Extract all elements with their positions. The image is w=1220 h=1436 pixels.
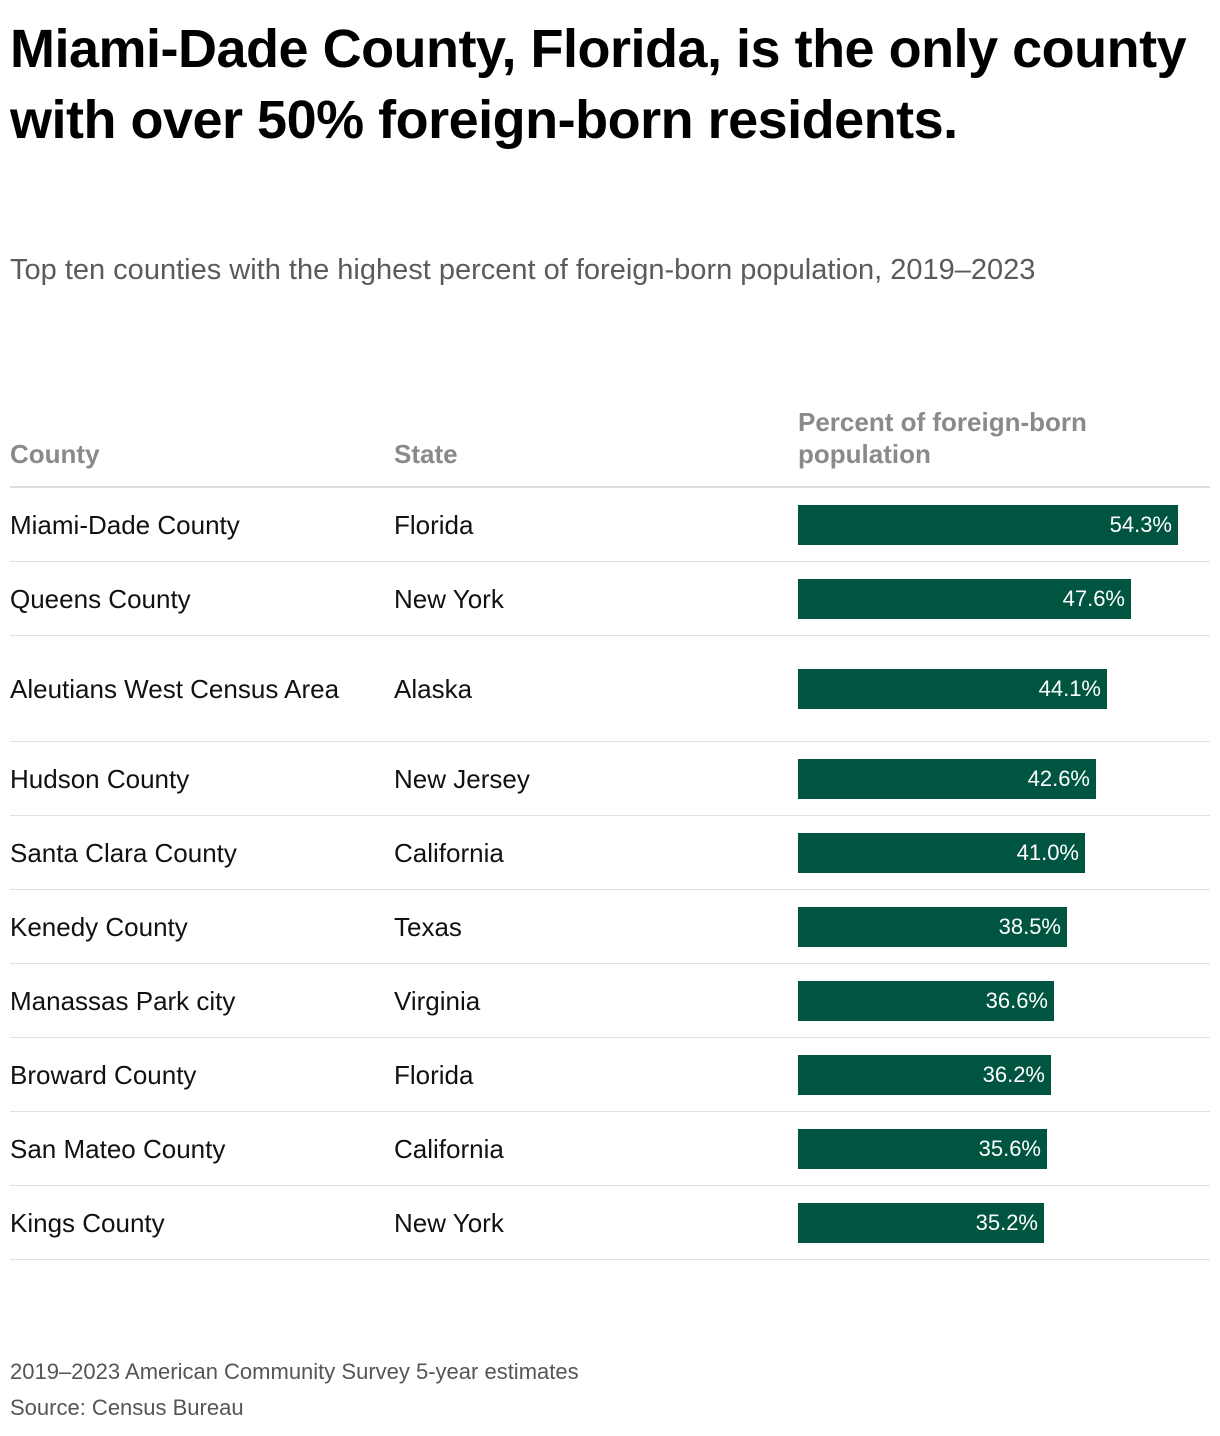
state-name: California: [394, 837, 504, 868]
table-body: Miami-Dade County Florida 54.3% Queens Coun…: [10, 488, 1210, 1260]
table-row: Santa Clara County California 41.0%: [10, 816, 1210, 890]
chart-title: Miami-Dade County, Florida, is the only …: [10, 19, 1187, 150]
state-name: Virginia: [394, 985, 481, 1016]
footer-note: 2019–2023 American Community Survey 5-ye…: [10, 1359, 579, 1384]
table-row: Kenedy County Texas 38.5%: [10, 890, 1210, 964]
county-name: Hudson County: [10, 763, 190, 794]
county-name: Kenedy County: [10, 911, 188, 942]
bar-value-label: 44.1%: [1038, 675, 1101, 701]
state-name: Florida: [394, 509, 474, 540]
county-name: Manassas Park city: [10, 985, 236, 1016]
table-row: Miami-Dade County Florida 54.3%: [10, 488, 1210, 562]
bar: 47.6%: [798, 578, 1131, 619]
table-header: County State Percent of foreign-born pop…: [10, 404, 1210, 488]
bar-value-label: 35.2%: [975, 1209, 1038, 1235]
bar: 35.2%: [798, 1202, 1044, 1243]
chart-subtitle: Top ten counties with the highest percen…: [10, 254, 1036, 286]
bar-value-label: 47.6%: [1062, 585, 1125, 611]
state-name: New York: [394, 1207, 504, 1238]
county-name: Broward County: [10, 1059, 197, 1090]
bar: 36.6%: [798, 980, 1054, 1021]
state-name: California: [394, 1133, 504, 1164]
bar-value-label: 35.6%: [978, 1135, 1041, 1161]
county-name: San Mateo County: [10, 1133, 226, 1164]
county-name: Miami-Dade County: [10, 509, 240, 540]
bar-value-label: 54.3%: [1109, 511, 1172, 537]
bar-value-label: 36.6%: [985, 987, 1048, 1013]
county-name: Aleutians West Census Area: [10, 673, 340, 704]
table-row: Kings County New York 35.2%: [10, 1186, 1210, 1260]
bar-value-label: 42.6%: [1027, 765, 1090, 791]
bar: 42.6%: [798, 758, 1096, 799]
bar: 54.3%: [798, 504, 1178, 545]
bar-value-label: 41.0%: [1016, 839, 1079, 865]
bar: 35.6%: [798, 1128, 1047, 1169]
table-row: Aleutians West Census Area Alaska 44.1%: [10, 636, 1210, 742]
bar-value-label: 38.5%: [998, 913, 1061, 939]
state-name: Texas: [394, 911, 462, 942]
table-row: Queens County New York 47.6%: [10, 562, 1210, 636]
footer-source: Source: Census Bureau: [10, 1395, 244, 1420]
county-name: Queens County: [10, 583, 191, 614]
state-name: New Jersey: [394, 763, 530, 794]
bar: 36.2%: [798, 1054, 1051, 1095]
county-name: Kings County: [10, 1207, 165, 1238]
table-row: San Mateo County California 35.6%: [10, 1112, 1210, 1186]
bar: 41.0%: [798, 832, 1085, 873]
state-name: Alaska: [394, 673, 473, 704]
table-row: Hudson County New Jersey 42.6%: [10, 742, 1210, 816]
bar-value-label: 36.2%: [982, 1061, 1045, 1087]
column-header-county: County: [10, 439, 100, 469]
column-header-percent: Percent of foreign-born population: [798, 407, 1087, 469]
data-table: County State Percent of foreign-born pop…: [10, 404, 1210, 1260]
county-name: Santa Clara County: [10, 837, 237, 868]
table-row: Manassas Park city Virginia 36.6%: [10, 964, 1210, 1038]
bar: 44.1%: [798, 668, 1107, 709]
column-header-state: State: [394, 439, 458, 469]
bar: 38.5%: [798, 906, 1067, 947]
footer: 2019–2023 American Community Survey 5-ye…: [10, 1354, 579, 1426]
state-name: Florida: [394, 1059, 474, 1090]
table-row: Broward County Florida 36.2%: [10, 1038, 1210, 1112]
state-name: New York: [394, 583, 504, 614]
